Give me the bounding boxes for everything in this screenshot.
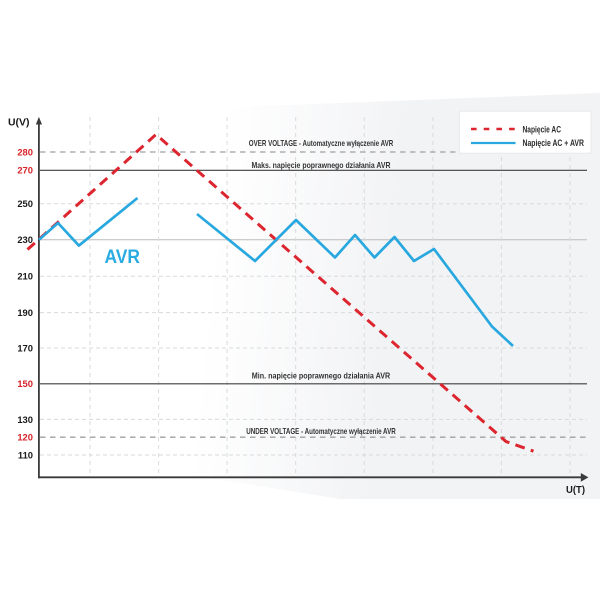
svg-text:250: 250 — [17, 198, 33, 209]
svg-text:170: 170 — [17, 342, 33, 353]
svg-text:U(V): U(V) — [8, 118, 30, 129]
svg-text:150: 150 — [17, 378, 33, 389]
svg-text:190: 190 — [17, 307, 33, 318]
svg-text:Maks. napięcie poprawnego dzia: Maks. napięcie poprawnego działania AVR — [252, 160, 391, 170]
svg-text:AVR: AVR — [105, 247, 141, 268]
svg-text:280: 280 — [17, 146, 33, 157]
svg-text:OVER VOLTAGE - Automatyczne wy: OVER VOLTAGE - Automatyczne wyłączenie A… — [249, 138, 394, 148]
svg-text:210: 210 — [17, 271, 33, 282]
svg-text:Napięcie AC + AVR: Napięcie AC + AVR — [523, 138, 585, 148]
svg-text:230: 230 — [17, 234, 33, 245]
svg-text:U(T): U(T) — [566, 484, 585, 496]
svg-text:Napięcie AC: Napięcie AC — [523, 125, 562, 135]
svg-text:270: 270 — [17, 165, 33, 176]
svg-text:UNDER VOLTAGE - Automatyczne w: UNDER VOLTAGE - Automatyczne wyłączenie … — [246, 426, 396, 436]
svg-text:110: 110 — [18, 449, 33, 460]
svg-text:Min. napięcie poprawnego dział: Min. napięcie poprawnego działania AVR — [252, 371, 391, 381]
svg-text:130: 130 — [17, 414, 33, 425]
svg-text:120: 120 — [17, 432, 33, 443]
